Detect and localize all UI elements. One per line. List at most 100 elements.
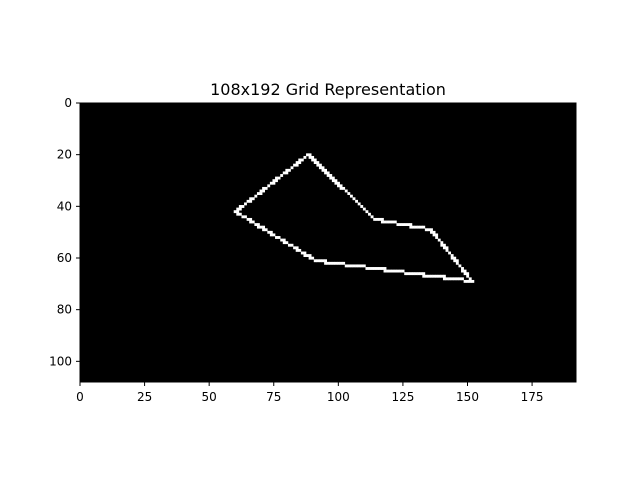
- outline-pixel: [236, 210, 240, 214]
- outline-pixel: [326, 174, 330, 177]
- outline-pixel: [362, 207, 366, 211]
- outline-pixel: [437, 238, 441, 242]
- outline-pixel: [303, 254, 307, 258]
- outline-pixel: [280, 174, 284, 177]
- outline-pixel: [318, 259, 322, 263]
- x-tick-label: 0: [76, 390, 84, 404]
- outline-pixel: [466, 272, 470, 276]
- outline-pixel: [316, 161, 320, 165]
- outline-pixel: [368, 267, 371, 270]
- outline-pixel: [313, 161, 317, 165]
- outline-pixel: [246, 217, 250, 221]
- outline-pixel: [262, 228, 266, 232]
- outline-pixel: [417, 272, 421, 276]
- outline-pixel: [282, 241, 286, 245]
- outline-pixel: [251, 197, 255, 201]
- outline-pixel: [368, 212, 371, 216]
- outline-pixel: [424, 228, 428, 232]
- outline-pixel: [375, 267, 379, 270]
- outline-pixel: [269, 233, 273, 237]
- x-axis: 0 25 50 75 100 125 150 175: [76, 382, 544, 404]
- outline-pixel: [311, 158, 315, 162]
- outline-pixel: [365, 267, 369, 270]
- outline-pixel: [380, 217, 384, 221]
- outline-pixel: [375, 217, 379, 221]
- outline-pixel: [318, 166, 322, 170]
- outline-pixel: [282, 171, 286, 175]
- outline-pixel: [396, 269, 400, 273]
- outline-pixel: [324, 259, 328, 263]
- outline-pixel: [321, 259, 325, 263]
- outline-pixel: [256, 223, 260, 227]
- outline-pixel: [355, 264, 359, 268]
- outline-pixel: [442, 274, 446, 278]
- outline-pixel: [388, 220, 392, 224]
- outline-pixel: [414, 225, 418, 229]
- y-tick-label: 40: [57, 199, 72, 213]
- outline-pixel: [391, 269, 395, 273]
- outline-pixel: [435, 233, 439, 237]
- outline-pixel: [264, 228, 268, 232]
- outline-pixel: [409, 225, 413, 229]
- outline-pixel: [466, 279, 470, 283]
- outline-pixel: [427, 274, 431, 278]
- outline-pixel: [445, 246, 449, 250]
- outline-pixel: [238, 207, 242, 211]
- outline-pixel: [344, 189, 348, 193]
- chart-title: 108x192 Grid Representation: [210, 80, 446, 99]
- outline-pixel: [391, 220, 395, 224]
- outline-pixel: [461, 277, 464, 281]
- outline-pixel: [311, 155, 315, 159]
- outline-pixel: [329, 176, 333, 180]
- outline-pixel: [440, 243, 444, 247]
- outline-pixel: [463, 269, 467, 273]
- outline-pixel: [432, 274, 436, 278]
- outline-pixel: [430, 230, 433, 234]
- outline-pixel: [463, 272, 467, 276]
- outline-pixel: [450, 254, 454, 258]
- outline-pixel: [349, 194, 353, 198]
- outline-pixel: [308, 155, 312, 159]
- outline-pixel: [295, 246, 299, 250]
- outline-pixel: [277, 236, 281, 239]
- outline-pixel: [448, 277, 452, 281]
- outline-pixel: [430, 228, 433, 232]
- outline-pixel: [442, 246, 446, 250]
- outline-pixel: [370, 215, 374, 219]
- outline-pixel: [269, 181, 273, 185]
- outline-pixel: [303, 155, 307, 159]
- outline-pixel: [334, 181, 338, 185]
- outline-pixel: [329, 261, 333, 265]
- outline-pixel: [238, 212, 242, 216]
- outline-pixel: [272, 233, 276, 237]
- outline-pixel: [259, 225, 263, 229]
- outline-pixel: [393, 269, 397, 273]
- outline-pixel: [383, 220, 387, 224]
- outline-pixel: [445, 277, 449, 281]
- outline-pixel: [422, 272, 426, 276]
- outline-pixel: [355, 199, 359, 203]
- y-tick-label: 100: [49, 354, 72, 368]
- outline-pixel: [399, 269, 402, 273]
- outline-pixel: [463, 279, 467, 283]
- outline-pixel: [342, 261, 346, 265]
- outline-pixel: [275, 176, 278, 180]
- outline-pixel: [450, 256, 454, 260]
- outline-pixel: [411, 225, 415, 229]
- outline-pixel: [246, 199, 250, 203]
- outline-pixel: [298, 248, 302, 252]
- outline-pixel: [453, 277, 457, 281]
- outline-pixel: [334, 261, 338, 265]
- outline-pixel: [326, 171, 330, 175]
- outline-pixel: [396, 223, 400, 227]
- outline-pixel: [316, 259, 320, 263]
- outline-pixel: [324, 168, 328, 172]
- outline-pixel: [339, 184, 343, 188]
- outline-pixel: [409, 223, 413, 227]
- outline-pixel: [318, 163, 322, 167]
- outline-pixel: [349, 264, 353, 268]
- y-tick-label: 0: [64, 96, 72, 110]
- outline-pixel: [308, 256, 312, 260]
- outline-pixel: [399, 223, 402, 227]
